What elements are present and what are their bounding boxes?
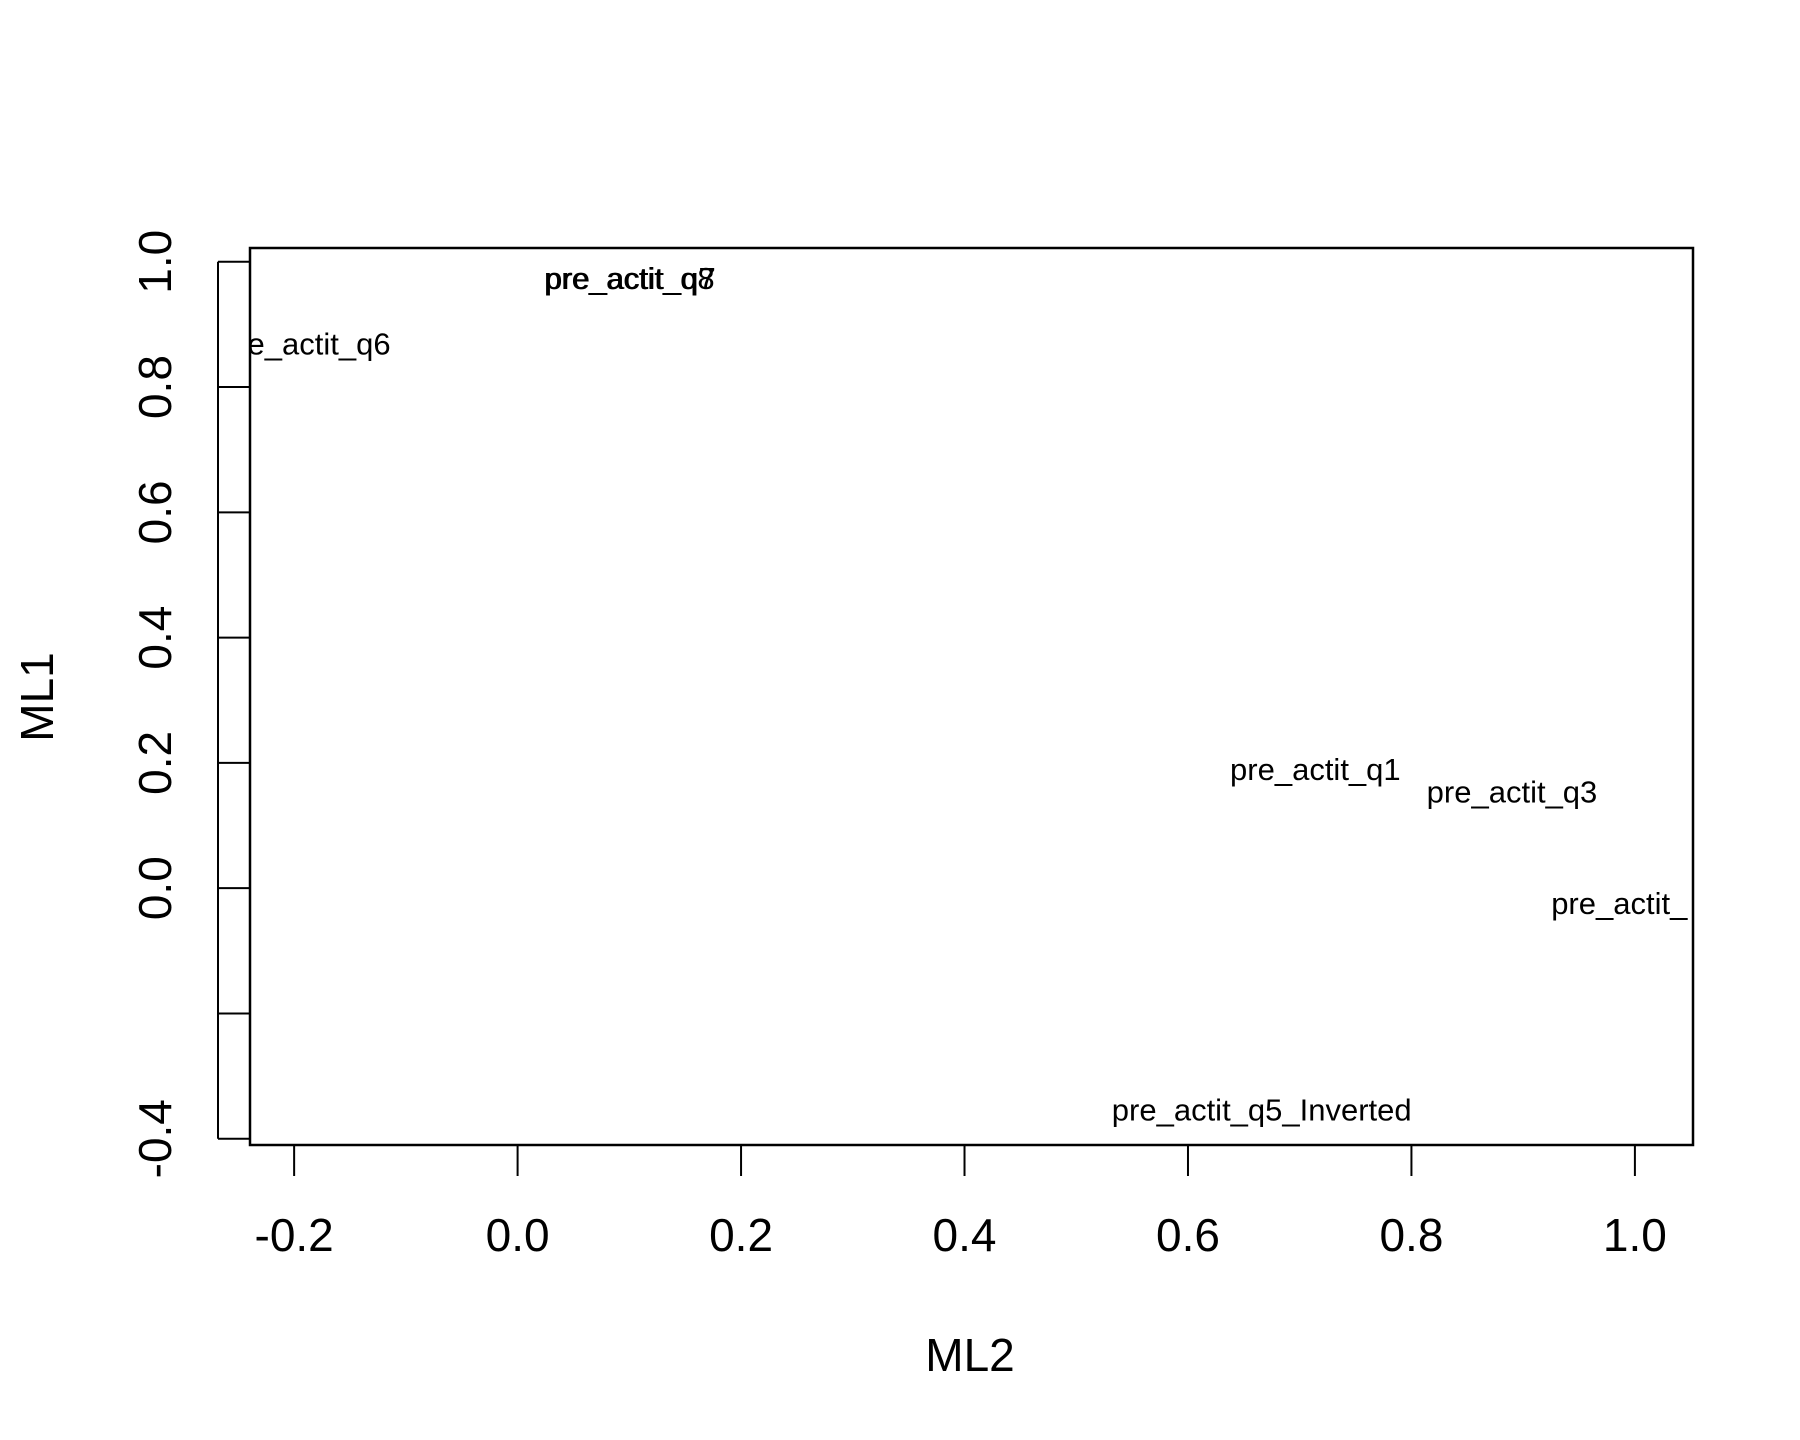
y-tick-label: 0.2 bbox=[129, 731, 181, 795]
y-tick-label: 1.0 bbox=[129, 230, 181, 294]
point-label: pre_actit_q6 bbox=[220, 327, 391, 362]
y-axis-title: ML1 bbox=[11, 652, 63, 741]
x-tick-label: 0.6 bbox=[1156, 1209, 1220, 1261]
point-label: pre_actit_q5_Inverted bbox=[1112, 1093, 1412, 1128]
point-label: pre_actit_q3 bbox=[1427, 774, 1598, 809]
x-tick-label: 0.2 bbox=[709, 1209, 773, 1261]
x-tick-label: 0.4 bbox=[933, 1209, 997, 1261]
y-tick-label: -0.4 bbox=[129, 1099, 181, 1178]
y-tick-label: 0.0 bbox=[129, 856, 181, 920]
y-tick-label: 0.8 bbox=[129, 355, 181, 419]
point-label: pre_actit_q7 bbox=[545, 261, 716, 296]
point-label: pre_actit_q1 bbox=[1230, 752, 1401, 787]
point-label: pre_actit_q8 bbox=[544, 261, 715, 296]
x-tick-label: 1.0 bbox=[1603, 1209, 1667, 1261]
x-tick-label: 0.8 bbox=[1379, 1209, 1443, 1261]
x-tick-label: -0.2 bbox=[255, 1209, 334, 1261]
plot-frame bbox=[248, 246, 1695, 1147]
y-tick-label: 0.6 bbox=[129, 480, 181, 544]
x-tick-label: 0.0 bbox=[486, 1209, 550, 1261]
y-tick-label: 0.4 bbox=[129, 606, 181, 670]
point-label: pre_actit_ bbox=[1551, 886, 1688, 921]
x-axis-title: ML2 bbox=[925, 1329, 1014, 1381]
